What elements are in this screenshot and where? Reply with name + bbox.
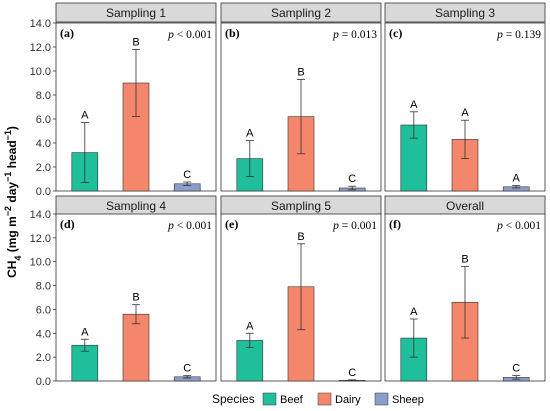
y-tick-label: 14.0 <box>30 209 51 221</box>
panel-title: Sampling 2 <box>271 6 331 20</box>
panel-label: (f) <box>389 217 401 231</box>
significance-letter: C <box>348 367 356 379</box>
y-tick-label: 14.0 <box>30 18 51 30</box>
significance-letter: B <box>297 66 304 78</box>
legend-label-sheep: Sheep <box>392 394 424 406</box>
p-value-annotation: p = 0.013 <box>332 29 377 41</box>
legend-swatch-sheep <box>374 392 389 406</box>
legend-swatch-dairy <box>317 392 332 406</box>
p-value-annotation: p < 0.001 <box>167 220 212 232</box>
significance-letter: B <box>461 253 468 265</box>
significance-letter: A <box>513 173 521 185</box>
significance-letter: A <box>81 326 89 338</box>
panel-label: (b) <box>225 26 240 40</box>
panel-label: (a) <box>60 26 74 40</box>
significance-letter: C <box>512 363 520 375</box>
significance-letter: B <box>132 292 139 304</box>
significance-letter: A <box>410 99 418 111</box>
p-value-annotation: p = 0.139 <box>496 29 541 41</box>
legend-label-dairy: Dairy <box>335 394 361 406</box>
p-value-annotation: p < 0.001 <box>167 29 212 41</box>
legend-swatch-beef <box>262 392 277 406</box>
panel-title: Sampling 3 <box>435 6 495 20</box>
y-tick-label: 6.0 <box>36 304 51 316</box>
panel-title: Sampling 4 <box>106 199 166 213</box>
y-tick-label: 10.0 <box>30 257 51 269</box>
legend-title: Species <box>212 392 255 406</box>
panel-label: (e) <box>225 217 238 231</box>
panel-label: (d) <box>60 217 75 231</box>
y-tick-label: 10.0 <box>30 66 51 78</box>
y-tick-label: 8.0 <box>36 90 51 102</box>
legend: Species Beef Dairy Sheep <box>212 392 424 406</box>
y-axis-title: CH4 (mg m−2 day−1 head−1) <box>3 126 23 278</box>
significance-letter: B <box>297 231 304 243</box>
y-tick-label: 4.0 <box>36 138 51 150</box>
p-value-annotation: p < 0.001 <box>496 220 541 232</box>
panel-strip <box>384 2 546 23</box>
panel-6: Overall (f) p < 0.001 A B C <box>384 195 546 382</box>
y-tick-label: 2.0 <box>36 162 51 174</box>
panel-strip <box>55 2 217 23</box>
legend-label-beef: Beef <box>280 394 304 406</box>
y-tick-label: 12.0 <box>30 42 51 54</box>
y-tick-label: 6.0 <box>36 114 51 126</box>
y-tick-label: 2.0 <box>36 352 51 364</box>
panel-1: Sampling 1 0.0 2.0 4.0 6.0 8.0 10.0 12.0 14.0 (a)… <box>30 2 217 198</box>
significance-letter: A <box>81 110 89 122</box>
significance-letter: A <box>246 320 254 332</box>
panel-label: (c) <box>389 26 402 40</box>
panel-2: Sampling 2 (b) p = 0.013 A B C <box>220 2 382 192</box>
significance-letter: C <box>183 169 191 181</box>
panel-title: Sampling 1 <box>106 6 166 20</box>
significance-letter: A <box>246 128 254 140</box>
bar-dairy <box>122 313 150 382</box>
significance-letter: A <box>461 107 469 119</box>
panel-title: Overall <box>446 199 484 213</box>
y-tick-label: 0.0 <box>36 376 51 388</box>
panel-strip <box>220 2 382 23</box>
significance-letter: A <box>410 306 418 318</box>
y-tick-label: 0.0 <box>36 186 51 198</box>
significance-letter: B <box>132 36 139 48</box>
significance-letter: C <box>183 363 191 375</box>
y-tick-label: 8.0 <box>36 281 51 293</box>
panel-3: Sampling 3 (c) p = 0.139 A A A <box>384 2 546 192</box>
p-value-annotation: p = 0.001 <box>332 220 377 232</box>
panel-title: Sampling 5 <box>271 199 331 213</box>
panel-4: Sampling 4 0.0 2.0 4.0 6.0 8.0 10.0 12.0 14.0 (d)… <box>30 195 217 388</box>
panel-5: Sampling 5 (e) p = 0.001 A B C <box>220 195 382 382</box>
significance-letter: C <box>348 173 356 185</box>
y-tick-label: 12.0 <box>30 233 51 245</box>
y-tick-label: 4.0 <box>36 328 51 340</box>
